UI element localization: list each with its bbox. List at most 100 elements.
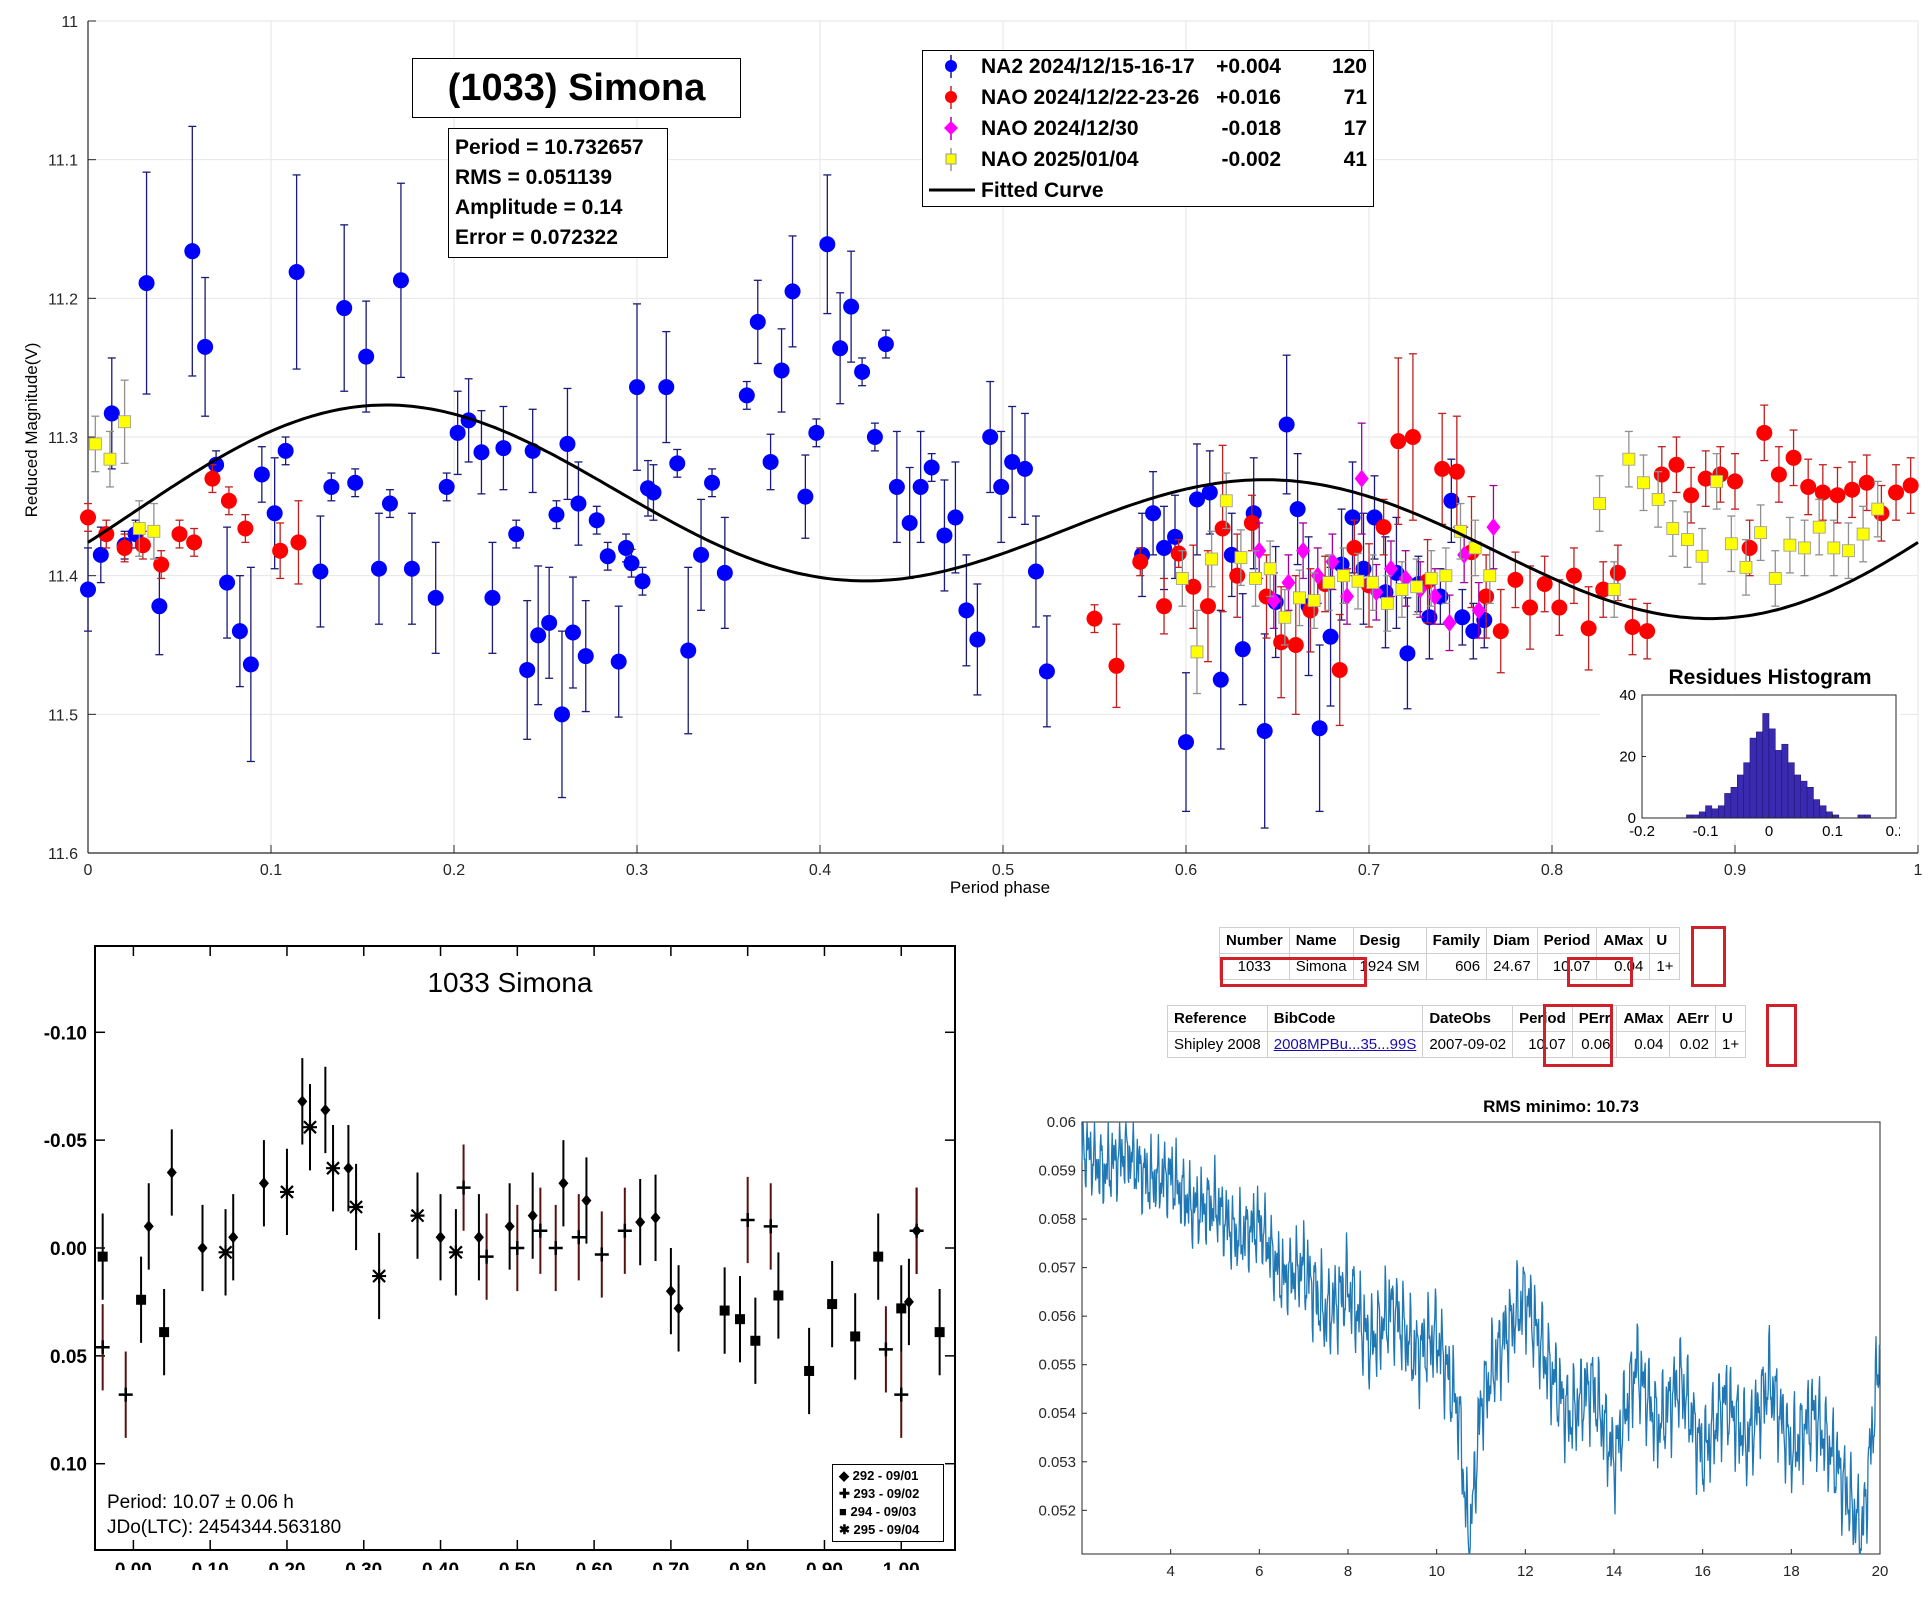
y-tick-label: 0.058: [1038, 1211, 1076, 1228]
data-point: [635, 1216, 646, 1229]
y-tick-label: 0.05: [50, 1347, 87, 1368]
data-point: [1593, 497, 1606, 510]
data-point: [878, 1342, 893, 1357]
data-point: [581, 1194, 592, 1207]
bibcode-link[interactable]: 2008MPBu...35...99S: [1273, 1036, 1417, 1053]
data-point: [349, 1200, 364, 1215]
legend-label: NA2 2024/12/15-16-17: [981, 55, 1195, 78]
x-tick-label: 0.7: [1358, 862, 1380, 879]
data-point: [1507, 571, 1524, 588]
data-point: [1311, 720, 1328, 737]
data-point: [673, 1302, 684, 1315]
data-point: [1607, 583, 1621, 596]
data-point: [1278, 416, 1295, 433]
cell-family: 606: [1425, 953, 1488, 980]
data-point: [1256, 722, 1273, 739]
y-axis-label: Reduced Magnitude(V): [22, 343, 41, 518]
data-point: [272, 542, 289, 559]
data-point: [982, 429, 999, 445]
data-point: [548, 506, 565, 523]
diamond-icon: ◆: [839, 1468, 849, 1483]
data-point: [449, 424, 466, 441]
data-point: [1858, 474, 1875, 491]
data-point: [97, 1251, 108, 1262]
data-point: [548, 1241, 563, 1255]
data-point: [1551, 599, 1568, 616]
x-tick-label: 0.00: [115, 1560, 152, 1570]
data-point: [1522, 599, 1539, 616]
data-point: [326, 1161, 341, 1176]
legend-count: 41: [1343, 148, 1367, 171]
data-point: [1666, 522, 1680, 535]
x-tick-label: 14: [1606, 1563, 1623, 1580]
x-tick-label: 0.70: [652, 1560, 689, 1570]
col-header: U: [1649, 927, 1681, 954]
data-point: [923, 459, 940, 476]
histogram-bar: [1768, 728, 1776, 819]
data-point: [1307, 594, 1321, 608]
cell-u: 1+: [1714, 1031, 1747, 1058]
square-icon: ■: [839, 1504, 847, 1519]
y-tick-label: 0.059: [1038, 1163, 1076, 1180]
data-point: [1229, 567, 1246, 584]
data-point: [1249, 572, 1262, 585]
x-tick-label: 0.80: [729, 1560, 766, 1570]
x-tick-label: 0.5: [992, 862, 1014, 879]
shipley-frame: [94, 945, 956, 1551]
data-point: [80, 509, 96, 526]
data-point: [1281, 573, 1296, 592]
data-point: [693, 546, 710, 563]
data-point: [88, 437, 102, 451]
data-point: [958, 602, 975, 619]
data-point: [645, 484, 662, 501]
data-point: [1697, 470, 1714, 487]
data-point: [1770, 466, 1787, 483]
cell-aerr: 0.02: [1669, 1031, 1716, 1058]
rms-title: RMS minimo: 10.73: [1483, 1097, 1639, 1116]
data-point: [347, 474, 364, 491]
data-point: [735, 1314, 745, 1325]
data-point: [1383, 559, 1398, 578]
data-point: [336, 300, 353, 317]
legend-count: 71: [1343, 86, 1367, 109]
data-point: [1322, 576, 1336, 589]
data-point: [312, 563, 329, 580]
legend-label: NAO 2024/12/22-23-26: [981, 86, 1200, 109]
data-point: [1756, 424, 1773, 441]
data-point: [599, 548, 616, 565]
data-point: [594, 1247, 609, 1262]
data-point: [1637, 476, 1650, 490]
data-point: [372, 1269, 387, 1284]
x-tick-label: 16: [1694, 1563, 1711, 1580]
data-point: [634, 573, 651, 590]
x-tick-label: 0.1: [1822, 823, 1843, 840]
data-point: [1783, 538, 1797, 552]
y-tick-label: 11.6: [48, 846, 78, 863]
data-point: [237, 520, 254, 537]
data-point: [1344, 509, 1361, 526]
data-point: [1004, 453, 1021, 470]
error-stat: Error = 0.072322: [455, 226, 618, 249]
data-point: [1739, 560, 1753, 574]
table-row: Shipley 2008 2008MPBu...35...99S 2007-09…: [1167, 1031, 1747, 1058]
data-point: [1448, 463, 1465, 480]
data-point: [1829, 487, 1846, 504]
cell-perr: 0.06: [1571, 1031, 1618, 1058]
data-point: [804, 1365, 815, 1376]
y-tick-label: 11.5: [48, 707, 78, 724]
cell-desig: 1924 SM: [1352, 953, 1427, 980]
data-point: [1653, 466, 1670, 483]
y-tick-label: 40: [1619, 690, 1636, 704]
data-point: [610, 653, 627, 670]
data-point: [850, 1331, 861, 1342]
cell-bibcode[interactable]: 2008MPBu...35...99S: [1266, 1031, 1424, 1058]
y-tick-label: 0.056: [1038, 1308, 1076, 1325]
data-point: [358, 348, 375, 365]
data-point: [623, 555, 640, 572]
histogram-bar: [1825, 811, 1833, 819]
data-point: [903, 1295, 914, 1308]
data-point: [220, 492, 237, 509]
data-point: [1871, 502, 1885, 516]
histogram-bar: [1705, 805, 1713, 819]
data-point: [1410, 580, 1423, 594]
